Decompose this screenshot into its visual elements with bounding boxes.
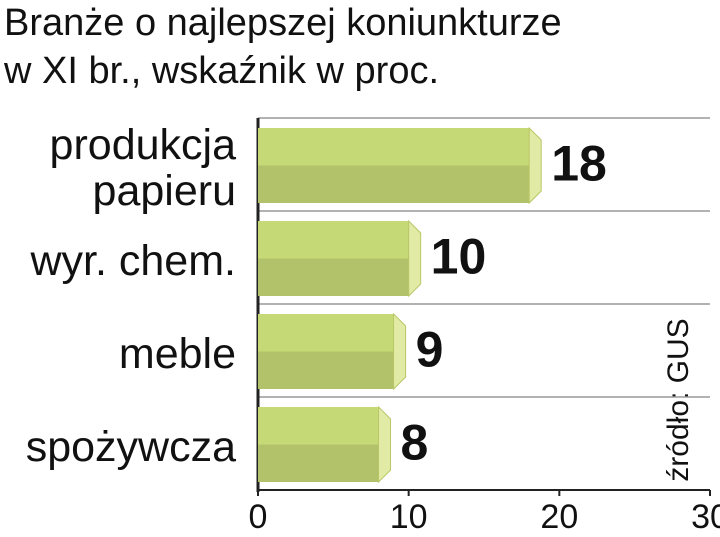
value-label: 18: [551, 136, 607, 192]
category-label: meble: [118, 329, 236, 378]
bar: [258, 314, 394, 389]
source: źródło: GUS: [662, 318, 695, 481]
value-label: 8: [401, 415, 429, 471]
category-label: spożywcza: [25, 422, 236, 471]
chart-subtitle: w XI br., wskaźnik w proc.: [4, 50, 440, 92]
bar: [258, 221, 409, 296]
category-label: produkcja papieru: [49, 120, 236, 215]
bar-cap: [378, 405, 392, 484]
x-tick-label: 10: [390, 498, 428, 536]
x-tick-label: 30: [691, 498, 720, 536]
x-tick-label: 20: [540, 498, 578, 536]
bar-shade: [258, 165, 530, 203]
bar-cap: [393, 312, 407, 391]
bar-cap: [528, 126, 542, 205]
value-label: 9: [416, 322, 444, 378]
bar-cap: [408, 219, 422, 298]
bar: [258, 407, 379, 482]
bar-shade: [258, 444, 379, 482]
value-label: 10: [431, 229, 487, 285]
bar-shade: [258, 351, 394, 389]
x-tick-label: 0: [249, 498, 268, 536]
category-label: wyr. chem.: [30, 236, 237, 285]
chart-title: Branże o najlepszej koniunkturze: [4, 2, 562, 44]
bar: [258, 128, 530, 203]
bar-shade: [258, 258, 409, 296]
